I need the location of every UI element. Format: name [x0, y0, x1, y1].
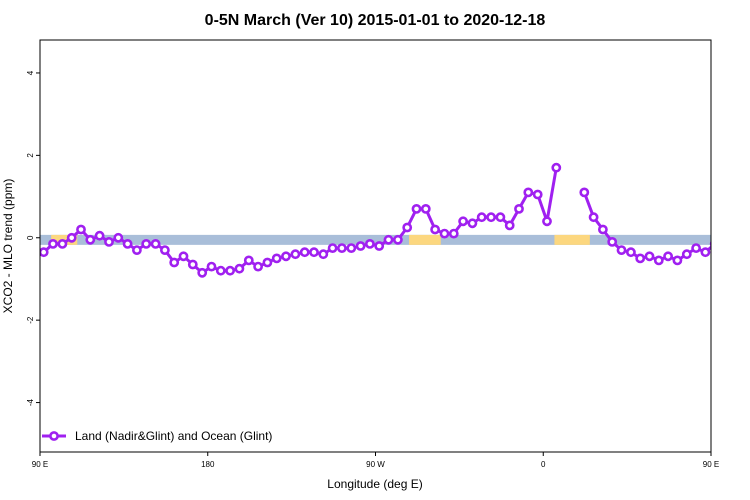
- y-tick-label: -4: [26, 398, 35, 406]
- x-axis-label: Longitude (deg E): [327, 477, 422, 491]
- y-tick-label: 4: [26, 70, 35, 75]
- data-point: [355, 241, 366, 251]
- chart-title: 0-5N March (Ver 10) 2015-01-01 to 2020-1…: [205, 12, 546, 29]
- data-point: [104, 236, 114, 247]
- data-point: [411, 203, 422, 214]
- data-point: [588, 212, 599, 223]
- data-point: [439, 228, 450, 239]
- data-point: [271, 253, 282, 264]
- data-point: [299, 247, 310, 258]
- data-point: [113, 232, 124, 243]
- data-point: [66, 232, 77, 243]
- x-tick-label: 180: [201, 460, 215, 469]
- data-point: [653, 255, 664, 266]
- series-layer: [40, 162, 746, 278]
- data-point: [262, 257, 273, 268]
- legend: Land (Nadir&Glint) and Ocean (Glint): [42, 429, 272, 443]
- y-tick-label: 2: [26, 153, 35, 158]
- data-point: [579, 187, 590, 198]
- data-point: [486, 212, 496, 223]
- data-point: [281, 251, 291, 262]
- data-point: [234, 263, 245, 274]
- data-point: [458, 216, 468, 227]
- data-point: [607, 236, 618, 247]
- data-point: [94, 230, 105, 241]
- data-point: [178, 251, 189, 262]
- data-point: [709, 240, 711, 248]
- data-point: [504, 220, 515, 231]
- data-point: [346, 243, 357, 253]
- data-point: [187, 259, 198, 270]
- data-point: [542, 216, 552, 227]
- y-axis: -4 -2 0 2 4: [26, 70, 40, 406]
- data-point: [150, 238, 161, 249]
- data-point: [598, 224, 608, 235]
- data-point: [383, 234, 394, 245]
- data-point: [644, 251, 655, 262]
- data-point: [476, 212, 487, 223]
- data-point: [700, 247, 711, 258]
- data-point: [663, 251, 673, 262]
- y-tick-label: -2: [26, 316, 35, 324]
- data-point: [672, 255, 683, 266]
- data-point: [40, 247, 49, 258]
- data-point: [141, 238, 152, 249]
- data-point: [392, 234, 403, 245]
- data-point: [681, 249, 692, 260]
- data-point: [523, 187, 534, 198]
- data-point: [626, 247, 636, 258]
- data-point: [131, 245, 142, 255]
- data-point: [85, 234, 96, 245]
- y-axis-label: XCO2 - MLO trend (ppm): [1, 179, 15, 314]
- data-point: [243, 255, 254, 266]
- data-point: [514, 203, 524, 214]
- data-point: [48, 238, 58, 249]
- x-tick-label: 90 E: [32, 460, 48, 469]
- data-point: [495, 212, 506, 223]
- data-point: [691, 243, 701, 253]
- legend-entry-label: Land (Nadir&Glint) and Ocean (Glint): [75, 429, 272, 443]
- data-point: [374, 241, 385, 251]
- data-point: [551, 162, 562, 173]
- data-point: [467, 218, 478, 229]
- data-point: [253, 261, 263, 272]
- data-point: [290, 249, 301, 260]
- data-point: [532, 189, 543, 200]
- data-point: [402, 222, 413, 233]
- data-point: [730, 236, 737, 243]
- data-point: [169, 257, 180, 268]
- x-tick-label: 90 W: [366, 460, 385, 469]
- x-axis: 90 E 180 90 W 0 90 E: [32, 452, 719, 469]
- data-point: [420, 203, 431, 214]
- data-point: [336, 243, 347, 253]
- data-point: [327, 243, 338, 253]
- data-point: [215, 265, 226, 276]
- data-point: [197, 267, 208, 278]
- data-point: [635, 253, 646, 264]
- y-tick-label: 0: [26, 235, 35, 240]
- x-tick-label: 0: [541, 460, 546, 469]
- data-point: [122, 238, 133, 249]
- data-point: [225, 265, 235, 276]
- data-point: [206, 261, 217, 272]
- data-point: [309, 247, 319, 258]
- data-point: [616, 245, 627, 255]
- data-point: [364, 238, 375, 249]
- data-point: [318, 249, 329, 260]
- data-point: [448, 228, 459, 239]
- data-point: [76, 224, 86, 235]
- data-point: [739, 226, 746, 233]
- data-point: [159, 245, 170, 255]
- x-tick-label: 90 E: [703, 460, 719, 469]
- data-point: [430, 224, 440, 235]
- legend-marker-swatch: [49, 431, 59, 441]
- data-point: [720, 242, 727, 249]
- data-point: [57, 238, 68, 249]
